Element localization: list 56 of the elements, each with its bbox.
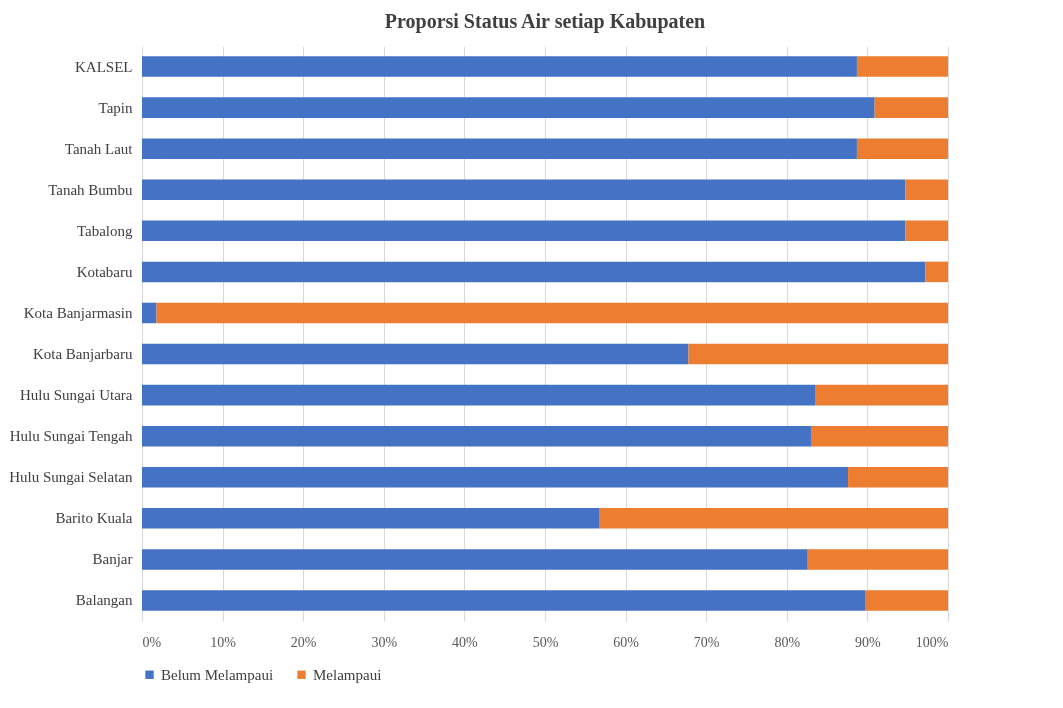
bar [142,549,808,570]
bar [142,343,689,365]
y-tick-label: Kota Banjarbaru [32,346,133,363]
bar [142,56,857,77]
bar [925,261,948,283]
bar [810,425,948,447]
bar [142,220,906,242]
y-tick-label: Hulu Sungai Utara [20,387,133,404]
y-tick-label: Tabalong [76,222,133,239]
bar [156,302,948,324]
chart-title: Proporsi Status Air setiap Kabupaten [384,10,706,33]
bar [856,56,948,77]
bar [142,508,599,529]
y-tick-label: Balangan [75,592,133,609]
bar [874,97,948,118]
y-tick-label: Tanah Laut [64,140,134,157]
bar [142,138,857,159]
y-tick-label: Kotabaru [76,263,133,280]
x-tick-label: 30% [371,634,398,650]
y-tick-label: Hulu Sungai Selatan [9,469,133,486]
x-tick-label: 70% [693,634,720,650]
y-tick-label: Barito Kuala [55,510,133,527]
x-tick-label: 0% [142,634,162,650]
y-tick-label: Banjar [92,551,133,568]
x-tick-label: 100% [915,634,949,650]
bar [142,97,875,118]
bar [815,384,948,406]
bar [905,179,948,201]
x-tick-label: 80% [774,634,801,650]
bar [848,466,948,488]
bar [142,179,906,201]
legend-label: Melampaui [313,666,382,683]
bar [142,466,849,488]
x-tick-label: 40% [452,634,479,650]
bar [856,138,948,159]
bar [688,343,948,365]
bar [807,549,948,570]
bar [142,590,865,611]
bar [142,302,157,324]
x-tick-label: 90% [855,634,882,650]
bar [864,590,948,611]
y-tick-label: Tanah Bumbu [48,181,133,198]
x-tick-label: 60% [613,634,640,650]
bar [142,425,811,447]
bar [905,220,948,242]
legend-label: Belum Melampaui [161,666,274,683]
x-tick-label: 20% [290,634,317,650]
bar [599,508,948,529]
y-tick-label: Hulu Sungai Tengah [9,428,133,445]
bar [142,261,926,283]
y-tick-label: Kota Banjarmasin [23,304,133,321]
x-tick-label: 10% [210,634,237,650]
y-tick-label: KALSEL [75,58,133,75]
x-tick-label: 50% [532,634,559,650]
bar [142,384,816,406]
y-tick-label: Tapin [98,99,133,116]
